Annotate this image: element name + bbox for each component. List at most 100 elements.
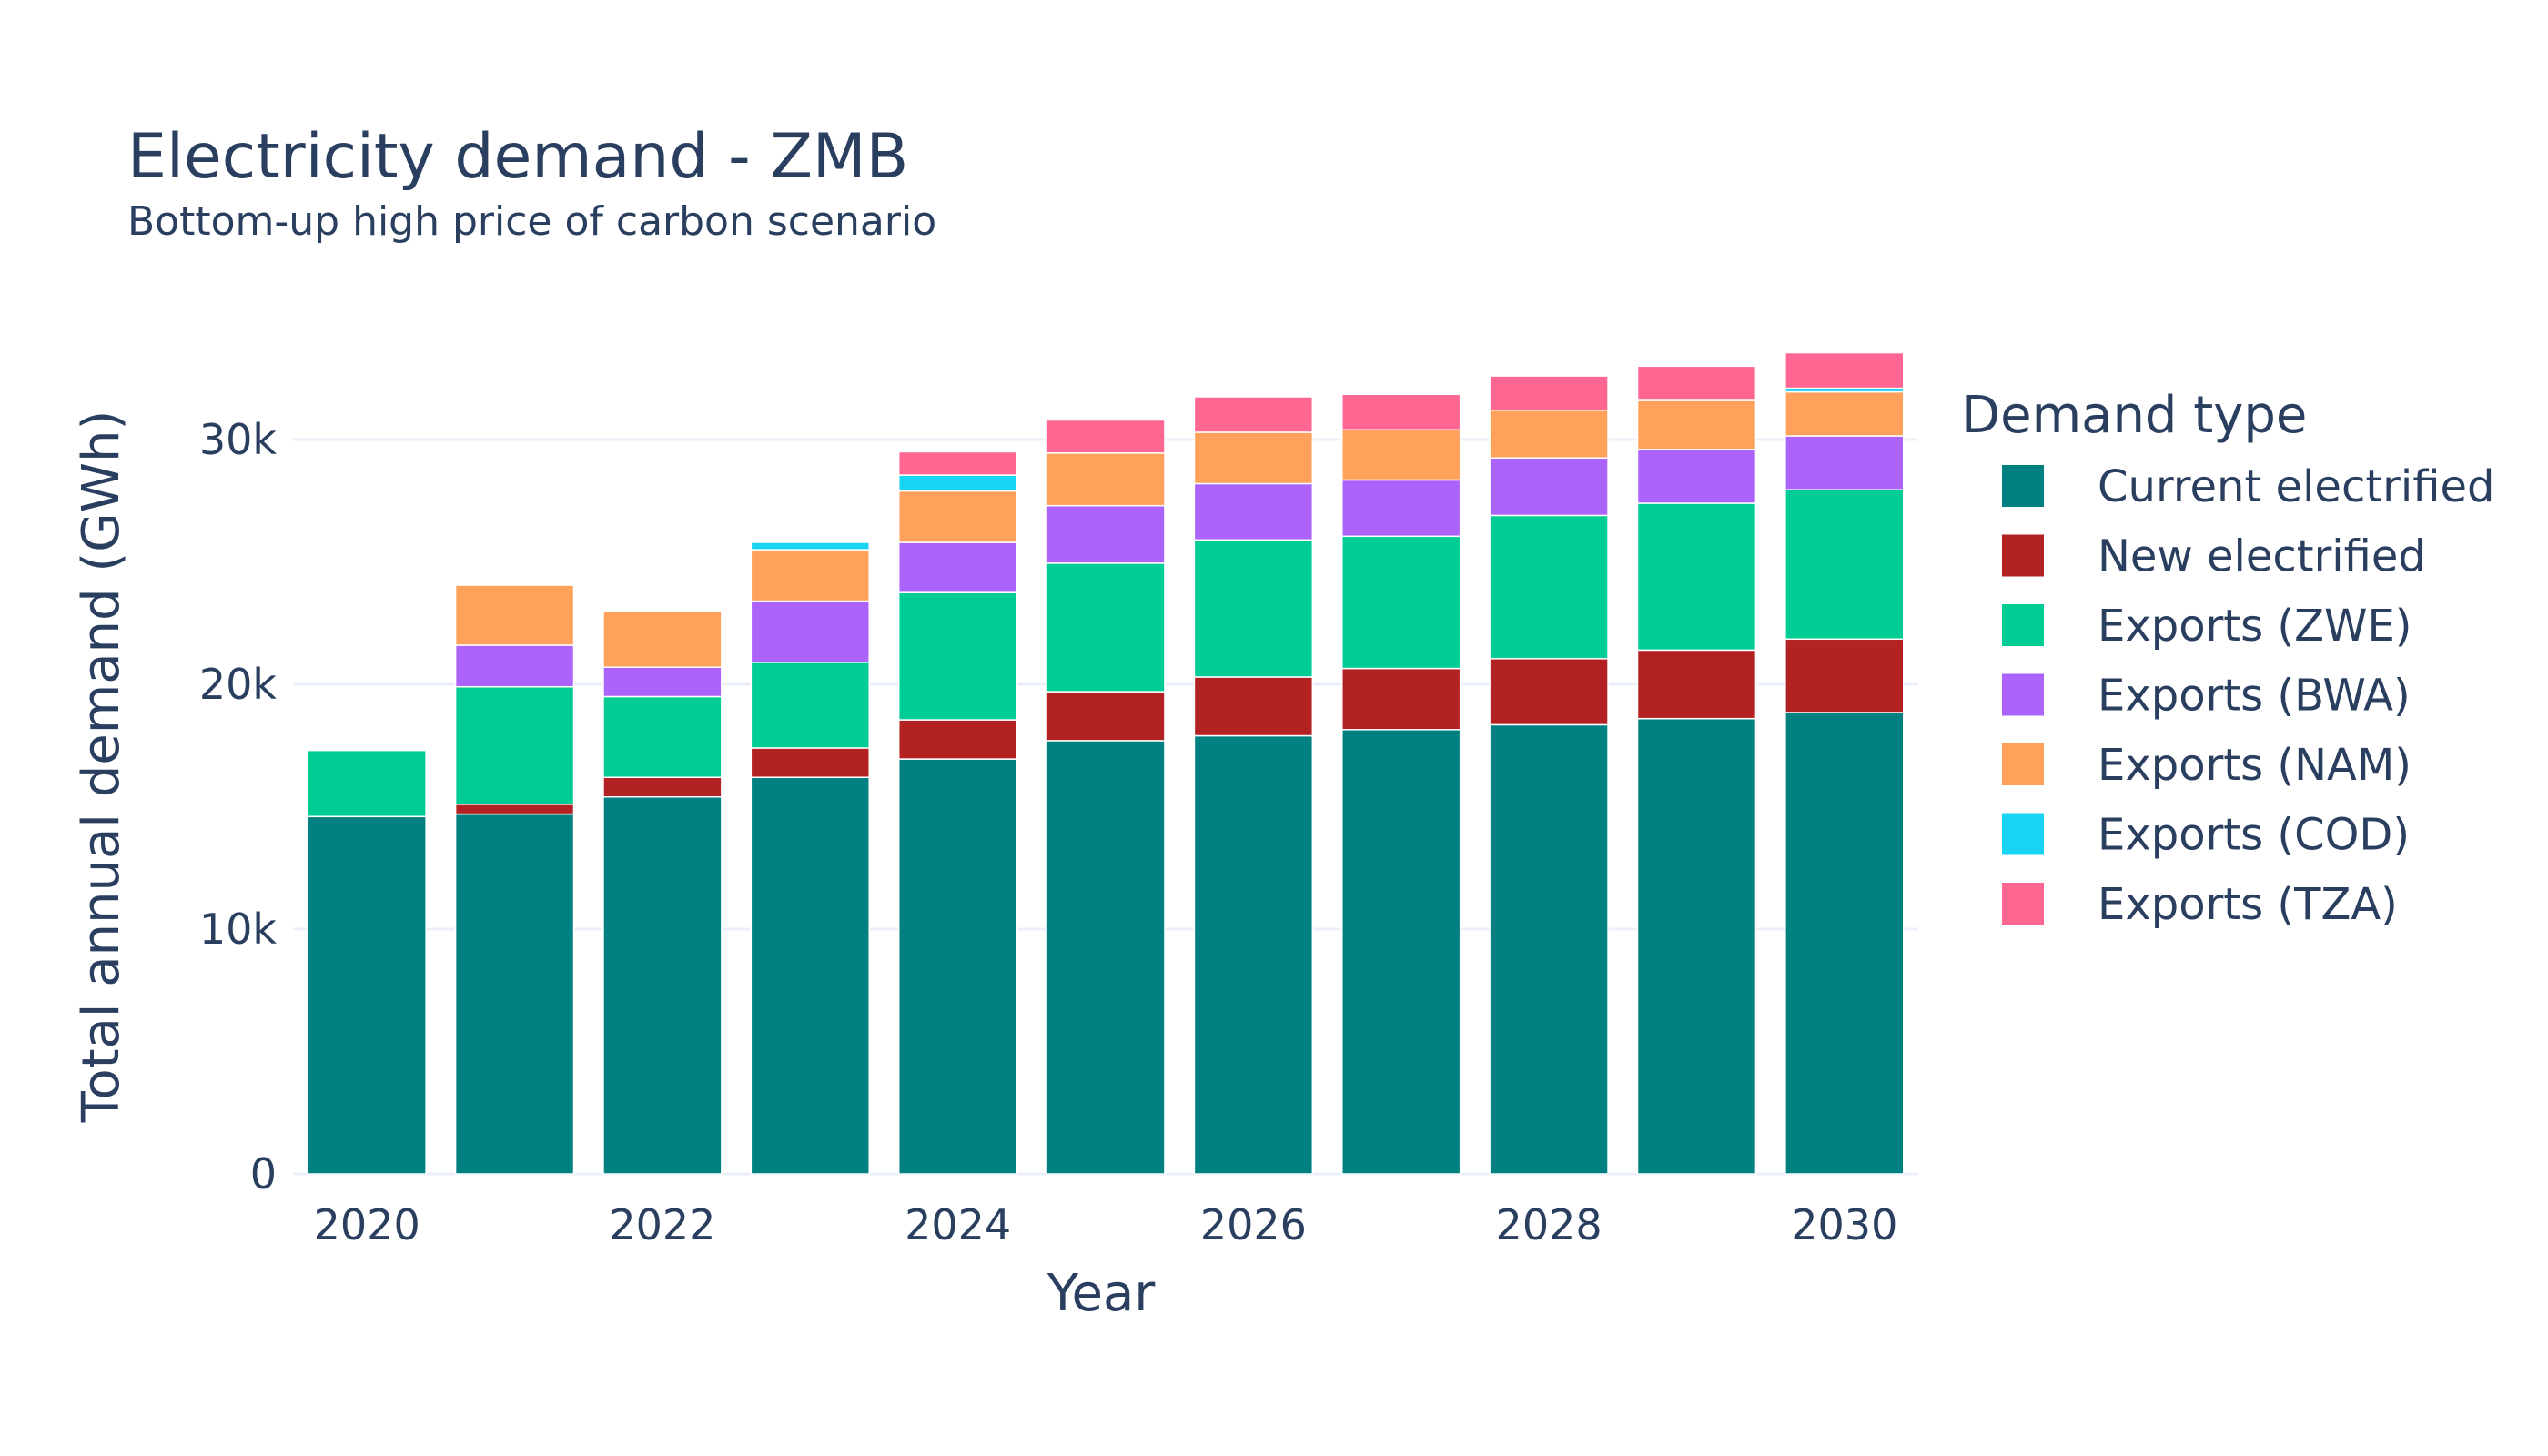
bar-segment: [307, 749, 427, 818]
bar-segment: [1046, 504, 1166, 564]
bar-segment: [1046, 562, 1166, 693]
bar-segment: [897, 450, 1018, 476]
bar-segment: [1046, 740, 1166, 1175]
legend-label: Exports (TZA): [2098, 879, 2398, 930]
bar-segment: [897, 541, 1018, 593]
bar-segment: [1193, 734, 1314, 1175]
bar-segment: [750, 600, 870, 663]
legend-label: Exports (ZWE): [2098, 601, 2412, 652]
bars: [307, 351, 1905, 1175]
bar-segment: [897, 474, 1018, 492]
bar-segment: [1046, 419, 1166, 454]
bar-segment: [897, 758, 1018, 1175]
chart-title: Electricity demand - ZMB: [127, 121, 908, 193]
bar-segment: [1046, 691, 1166, 742]
x-axis-ticks: 2020 2022 2024 2026 2028 2030: [314, 1200, 1898, 1249]
bar-segment: [454, 644, 575, 688]
bar-segment: [897, 719, 1018, 760]
bar-segment: [1785, 638, 1905, 713]
legend-item[interactable]: Current electrified: [2002, 461, 2494, 512]
bar-segment: [750, 549, 870, 602]
bar-segment: [602, 776, 723, 798]
x-tick-label: 2028: [1496, 1200, 1603, 1249]
bar-segment: [1193, 482, 1314, 541]
legend-label: New electrified: [2098, 531, 2426, 582]
series: [750, 387, 1905, 551]
legend-swatch: [2002, 883, 2044, 925]
series: [307, 712, 1905, 1175]
legend-label: Exports (BWA): [2098, 671, 2411, 722]
y-tick-label: 30k: [199, 415, 278, 464]
bar-segment: [1636, 365, 1757, 401]
bar-segment: [1785, 351, 1905, 389]
y-tick-label: 0: [250, 1149, 277, 1198]
series: [454, 435, 1905, 698]
legend-item[interactable]: Exports (NAM): [2002, 740, 2412, 791]
x-tick-label: 2030: [1791, 1200, 1897, 1249]
bar-segment: [454, 685, 575, 805]
bar-segment: [750, 776, 870, 1175]
legend-label: Current electrified: [2098, 461, 2494, 512]
bar-segment: [897, 490, 1018, 543]
bar-segment: [1489, 457, 1609, 517]
bar-segment: [1489, 658, 1609, 726]
bar-segment: [1341, 479, 1461, 538]
bar-segment: [750, 662, 870, 749]
bar-segment: [602, 796, 723, 1175]
bar-segment: [1193, 431, 1314, 485]
bar-segment: [602, 610, 723, 668]
bar-segment: [1785, 489, 1905, 641]
bar-segment: [1489, 514, 1609, 660]
bar-segment: [1636, 502, 1757, 652]
legend-label: Exports (NAM): [2098, 740, 2412, 791]
bar-segment: [1489, 375, 1609, 411]
x-axis-title: Year: [1046, 1264, 1157, 1323]
bar-segment: [1193, 539, 1314, 678]
bar-segment: [1785, 712, 1905, 1175]
bar-segment: [1341, 535, 1461, 670]
y-tick-label: 10k: [199, 905, 278, 954]
bar-segment: [1341, 393, 1461, 431]
bar-segment: [602, 666, 723, 698]
legend-swatch: [2002, 673, 2044, 716]
legend-item[interactable]: Exports (TZA): [2002, 879, 2398, 930]
legend: Demand type Current electrified New elect…: [1961, 386, 2494, 930]
bar-segment: [1636, 449, 1757, 504]
bar-segment: [1193, 676, 1314, 737]
legend-swatch: [2002, 813, 2044, 855]
bar-segment: [750, 747, 870, 778]
x-tick-label: 2020: [314, 1200, 420, 1249]
y-axis-ticks: 0 10k 20k 30k: [199, 415, 278, 1198]
legend-item[interactable]: New electrified: [2002, 531, 2426, 582]
bar-segment: [1341, 667, 1461, 731]
bar-segment: [897, 592, 1018, 721]
bar-segment: [454, 584, 575, 646]
bar-segment: [1785, 435, 1905, 490]
bar-segment: [454, 804, 575, 815]
bar-segment: [1489, 723, 1609, 1175]
legend-item[interactable]: Exports (COD): [2002, 810, 2410, 861]
legend-item[interactable]: Exports (BWA): [2002, 671, 2411, 722]
legend-swatch: [2002, 604, 2044, 646]
legend-swatch: [2002, 743, 2044, 785]
series: [454, 390, 1905, 668]
y-axis-title: Total annual demand (GWh): [72, 410, 131, 1124]
bar-segment: [1636, 649, 1757, 720]
x-tick-label: 2026: [1200, 1200, 1307, 1249]
bar-segment: [1193, 396, 1314, 433]
bar-segment: [1636, 399, 1757, 450]
bar-segment: [1341, 729, 1461, 1175]
bar-segment: [1785, 390, 1905, 437]
bar-segment: [750, 541, 870, 551]
series: [897, 351, 1905, 476]
legend-item[interactable]: Exports (ZWE): [2002, 601, 2412, 652]
bar-segment: [307, 815, 427, 1175]
legend-swatch: [2002, 465, 2044, 507]
bar-segment: [602, 695, 723, 778]
bar-segment: [1489, 410, 1609, 459]
series: [454, 638, 1905, 815]
y-tick-label: 20k: [199, 660, 278, 709]
series: [307, 489, 1905, 818]
legend-title: Demand type: [1961, 386, 2307, 445]
